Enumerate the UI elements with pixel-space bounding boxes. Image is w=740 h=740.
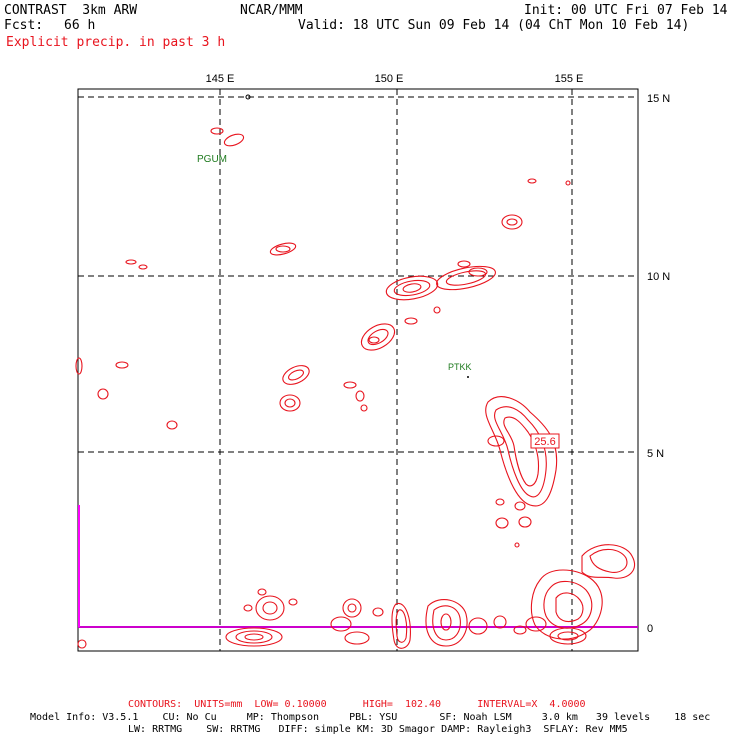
- station-pgum: PGUM: [197, 154, 227, 165]
- lon-label-145: 145 E: [206, 73, 235, 85]
- max-value-box: [530, 433, 560, 449]
- lon-label-155: 155 E: [555, 73, 584, 85]
- lat-label-5n: 5 N: [647, 448, 664, 460]
- field-title: Explicit precip. in past 3 h: [6, 35, 226, 50]
- station-ptkk-marker: [467, 376, 469, 378]
- precip-contours: [75, 127, 636, 649]
- max-value-label: 25.6: [534, 436, 555, 448]
- model-title: CONTRAST 3km ARW: [4, 3, 138, 18]
- map-frame: [77, 88, 639, 652]
- precip-map: 145 E 150 E 155 E 15 N 10 N 5 N 0: [75, 73, 670, 652]
- model-info-line2: LW: RRTMG SW: RRTMG DIFF: simple KM: 3D …: [128, 724, 628, 735]
- lon-label-150: 150 E: [375, 73, 404, 85]
- lat-label-15n: 15 N: [647, 93, 670, 105]
- forecast-hours: 66 h: [64, 18, 96, 33]
- center-name: NCAR/MMM: [240, 3, 303, 18]
- lat-lon-grid: [78, 89, 638, 651]
- model-info-line1: Model Info: V3.5.1 CU: No Cu MP: Thompso…: [30, 712, 711, 723]
- station-ptkk: PTKK: [448, 362, 472, 372]
- init-time: Init: 00 UTC Fri 07 Feb 14: [524, 3, 728, 18]
- contour-info: CONTOURS: UNITS=mm LOW= 0.10000 HIGH= 10…: [128, 699, 586, 710]
- valid-time: Valid: 18 UTC Sun 09 Feb 14 (04 ChT Mon …: [298, 18, 690, 33]
- forecast-label: Fcst:: [4, 18, 44, 33]
- station-marker-north: [245, 94, 251, 100]
- lat-label-0: 0: [647, 623, 653, 635]
- lat-label-10n: 10 N: [647, 271, 670, 283]
